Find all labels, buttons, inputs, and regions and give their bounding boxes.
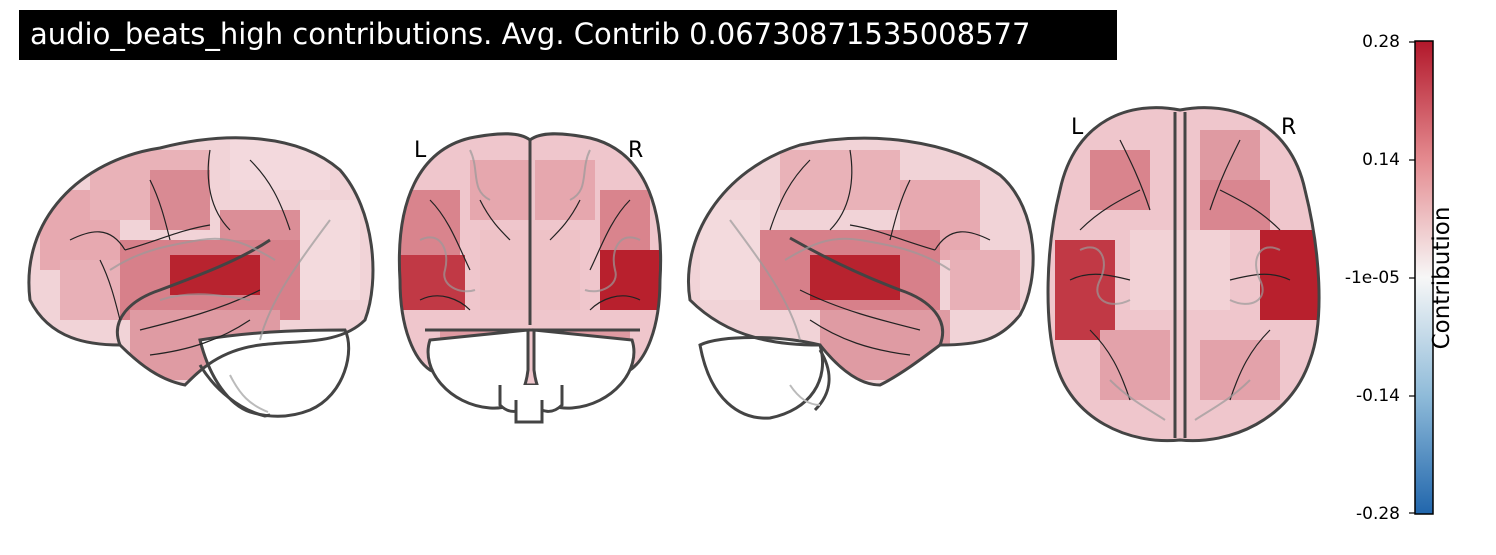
axial-view: L R <box>1046 106 1321 443</box>
colorbar <box>1409 40 1434 515</box>
colorbar-tick-high: 0.14 <box>1362 150 1400 170</box>
colorbar-tick-mid: -1e-05 <box>1344 268 1400 288</box>
axial-right-label: R <box>1281 115 1296 140</box>
colorbar-tick-max: 0.28 <box>1362 32 1400 52</box>
figure-title: audio_beats_high contributions. Avg. Con… <box>19 10 1117 60</box>
left-sagittal-view <box>27 136 375 418</box>
colorbar-label: Contribution <box>1429 206 1455 350</box>
coronal-right-label: R <box>628 138 643 163</box>
colorbar-tick-low: -0.14 <box>1356 386 1400 406</box>
axial-left-label: L <box>1071 115 1084 140</box>
coronal-left-label: L <box>414 138 427 163</box>
coronal-view: L R <box>397 132 663 424</box>
colorbar-tick-min: -0.28 <box>1356 504 1400 524</box>
right-sagittal-view <box>687 136 1035 420</box>
